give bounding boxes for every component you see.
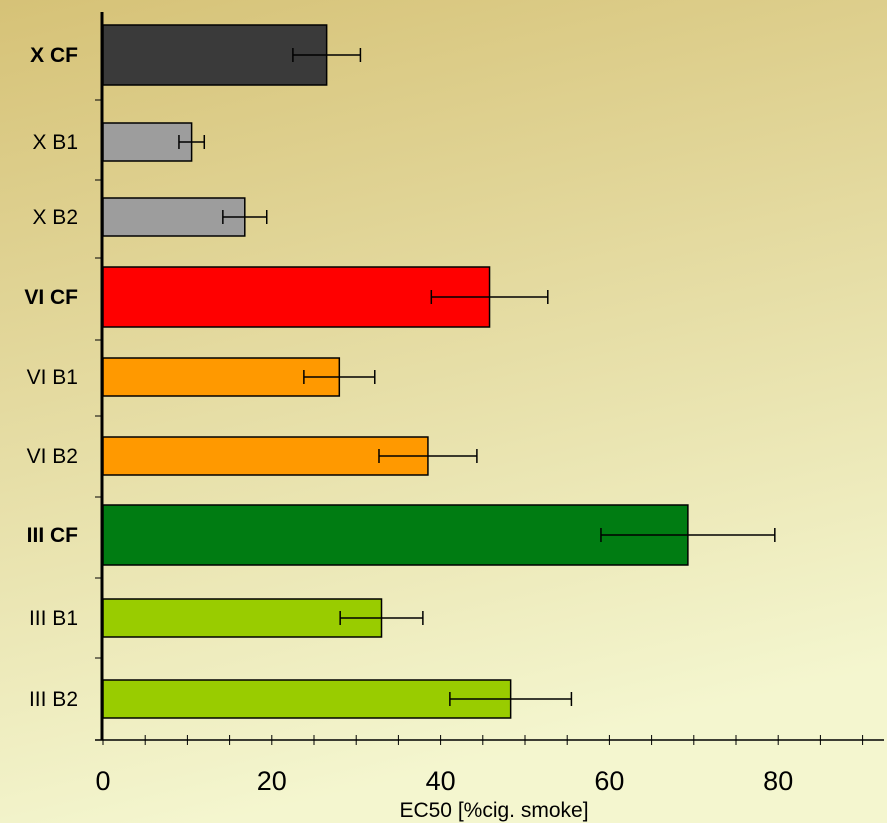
- x-tick-label: 0: [95, 766, 110, 796]
- category-label-x-cf: X CF: [30, 44, 78, 67]
- x-axis-title: EC50 [%cig. smoke]: [399, 799, 588, 822]
- bar-x-b1: [102, 122, 193, 162]
- bar-vi-cf: [102, 266, 491, 328]
- category-label-iii-b1: III B1: [29, 607, 78, 630]
- category-label-vi-b2: VI B2: [27, 445, 78, 468]
- error-bar-iii-b1: [339, 611, 424, 625]
- error-bar-iii-cf: [600, 528, 776, 542]
- category-label-iii-b2: III B2: [29, 688, 78, 711]
- error-bar-vi-b1: [303, 370, 376, 384]
- x-tick-label: 60: [594, 766, 624, 796]
- x-tick-label: 20: [257, 766, 287, 796]
- error-bar-vi-cf: [430, 290, 549, 304]
- error-bar-vi-b2: [378, 449, 478, 463]
- category-label-vi-b1: VI B1: [27, 366, 78, 389]
- labels-layer: X CF X B1 X B2 VI CF VI B1 VI B2 III CF III B1 I…: [24, 44, 793, 796]
- category-label-x-b1: X B1: [32, 131, 78, 154]
- error-bar-x-b2: [222, 210, 268, 224]
- error-bars-layer: [178, 48, 776, 706]
- bar-x-b2: [102, 197, 246, 237]
- x-tick-label: 40: [426, 766, 456, 796]
- axes-layer: [95, 12, 884, 745]
- category-label-iii-cf: III CF: [27, 524, 79, 547]
- category-label-vi-cf: VI CF: [24, 286, 78, 309]
- error-bar-iii-b2: [449, 692, 573, 706]
- bar-vi-b1: [102, 357, 341, 397]
- bar-iii-cf: [102, 504, 689, 566]
- bar-x-cf: [102, 24, 328, 86]
- category-label-x-b2: X B2: [32, 206, 78, 229]
- error-bar-x-b1: [178, 135, 206, 149]
- error-bar-x-cf: [292, 48, 362, 62]
- bars-layer: [102, 24, 689, 719]
- x-tick-label: 80: [763, 766, 793, 796]
- bar-vi-b2: [102, 436, 429, 476]
